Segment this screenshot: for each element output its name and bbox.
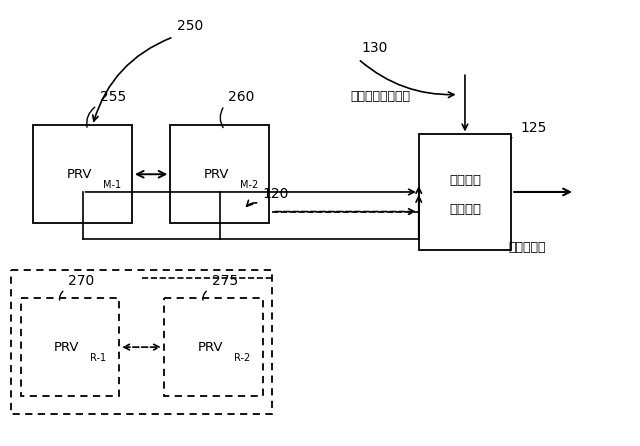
Text: R-1: R-1 <box>90 353 106 363</box>
Text: PRV: PRV <box>204 168 229 181</box>
Text: 250: 250 <box>177 19 203 33</box>
Bar <box>33 125 132 223</box>
Text: セグメント化ガス: セグメント化ガス <box>351 90 410 103</box>
Text: 熱反応器へ: 熱反応器へ <box>508 241 546 254</box>
Text: 255: 255 <box>100 90 127 103</box>
Text: ミキサー: ミキサー <box>449 203 481 216</box>
Text: 270: 270 <box>68 273 95 288</box>
Bar <box>11 269 272 413</box>
Text: PRV: PRV <box>54 341 79 354</box>
Text: PRV: PRV <box>197 341 223 354</box>
Text: 260: 260 <box>228 90 254 103</box>
Bar <box>164 298 262 396</box>
Text: 275: 275 <box>212 273 238 288</box>
Text: M-1: M-1 <box>103 180 121 190</box>
Bar <box>20 298 119 396</box>
Text: PRV: PRV <box>67 168 92 181</box>
Bar <box>419 134 511 250</box>
Bar <box>170 125 269 223</box>
Text: 125: 125 <box>521 121 547 135</box>
Text: 130: 130 <box>362 41 388 55</box>
Text: 120: 120 <box>262 187 289 201</box>
Text: R-2: R-2 <box>234 353 250 363</box>
Text: M-2: M-2 <box>240 180 259 190</box>
Text: マイクロ: マイクロ <box>449 174 481 187</box>
